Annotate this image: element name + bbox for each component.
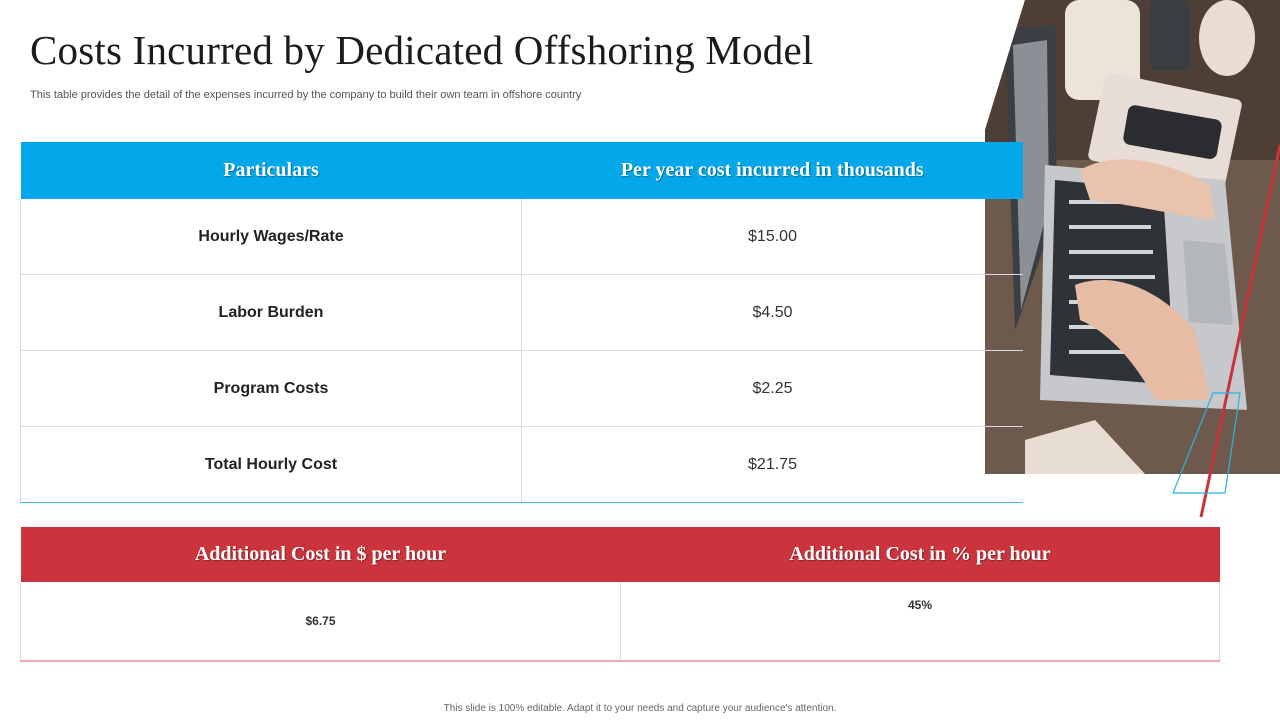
row-value: $2.25 xyxy=(521,350,1023,427)
table-row: Hourly Wages/Rate $15.00 xyxy=(20,199,1023,275)
header-per-year-cost: Per year cost incurred in thousands xyxy=(521,142,1023,199)
header-additional-cost-dollar: Additional Cost in $ per hour xyxy=(20,527,621,582)
header-particulars: Particulars xyxy=(20,142,522,199)
row-label: Hourly Wages/Rate xyxy=(20,199,522,275)
row-label: Labor Burden xyxy=(20,274,522,351)
additional-cost-percent-value: 45% xyxy=(620,582,1220,662)
table-row: $6.75 45% xyxy=(20,582,1220,662)
red-accent-line xyxy=(1199,144,1280,518)
table-row: Program Costs $2.25 xyxy=(20,350,1023,427)
additional-cost-table: Additional Cost in $ per hour Additional… xyxy=(20,527,1220,662)
row-value: $21.75 xyxy=(521,426,1023,503)
row-label: Program Costs xyxy=(20,350,522,427)
cost-table: Particulars Per year cost incurred in th… xyxy=(20,142,1023,503)
laptop-desk-photo xyxy=(985,0,1280,474)
row-value: $15.00 xyxy=(521,199,1023,275)
additional-cost-header-row: Additional Cost in $ per hour Additional… xyxy=(20,527,1220,582)
footer-note: This slide is 100% editable. Adapt it to… xyxy=(443,703,837,714)
decorative-accent-lines xyxy=(1172,144,1280,518)
row-label: Total Hourly Cost xyxy=(20,426,522,503)
table-row: Labor Burden $4.50 xyxy=(20,274,1023,351)
row-value: $4.50 xyxy=(521,274,1023,351)
header-additional-cost-percent: Additional Cost in % per hour xyxy=(620,527,1220,582)
slide-title: Costs Incurred by Dedicated Offshoring M… xyxy=(30,27,814,73)
cost-table-header-row: Particulars Per year cost incurred in th… xyxy=(20,142,1023,199)
additional-cost-dollar-value: $6.75 xyxy=(20,582,621,662)
slide-subtitle: This table provides the detail of the ex… xyxy=(30,89,582,101)
table-row: Total Hourly Cost $21.75 xyxy=(20,426,1023,503)
cyan-accent-parallelogram xyxy=(1172,392,1241,494)
laptop-photo-illustration xyxy=(985,0,1280,474)
